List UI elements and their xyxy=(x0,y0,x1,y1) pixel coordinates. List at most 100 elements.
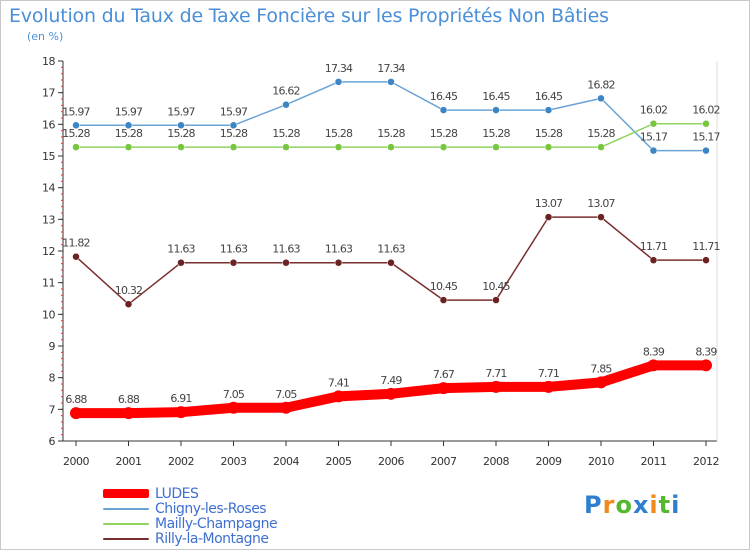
data-point xyxy=(177,121,185,130)
data-point xyxy=(334,258,343,267)
data-label: 13.07 xyxy=(587,197,615,210)
logo-letter: o xyxy=(615,491,633,519)
data-point xyxy=(177,143,185,151)
data-label: 10.45 xyxy=(482,280,510,293)
data-point xyxy=(280,401,292,414)
data-point xyxy=(282,100,290,109)
data-point xyxy=(387,143,395,151)
data-point xyxy=(649,146,658,155)
y-tick-label: 18 xyxy=(42,55,55,68)
data-label: 11.71 xyxy=(692,240,720,253)
y-tick-label: 13 xyxy=(42,213,55,226)
data-point xyxy=(229,121,238,130)
data-label: 16.45 xyxy=(430,90,458,103)
y-unit-label: (en %) xyxy=(27,30,64,43)
legend-label: Chigny-les-Roses xyxy=(155,500,267,517)
y-tick-label: 15 xyxy=(42,150,55,163)
data-label: 7.71 xyxy=(538,367,559,380)
data-label: 11.63 xyxy=(325,243,353,256)
legend-item: Mailly-Champagne xyxy=(103,516,278,532)
data-label: 13.07 xyxy=(535,197,563,210)
legend-swatch xyxy=(103,537,149,540)
data-point xyxy=(544,106,553,114)
data-point xyxy=(72,143,80,151)
data-point xyxy=(492,143,500,151)
data-point xyxy=(702,146,710,155)
data-label: 15.17 xyxy=(640,131,668,144)
data-point xyxy=(542,380,555,393)
data-label: 15.28 xyxy=(535,127,563,140)
chart-title: Evolution du Taux de Taxe Foncière sur l… xyxy=(9,5,609,27)
data-label: 7.41 xyxy=(328,376,349,389)
data-label: 7.85 xyxy=(590,362,612,375)
y-tick-label: 9 xyxy=(49,340,56,353)
data-label: 7.71 xyxy=(485,367,506,380)
legend-swatch xyxy=(103,522,149,525)
y-tick-label: 6 xyxy=(49,435,56,448)
data-point xyxy=(227,401,240,414)
data-point xyxy=(702,256,710,264)
data-point xyxy=(72,121,80,130)
data-label: 15.28 xyxy=(482,127,510,140)
data-point xyxy=(124,121,133,130)
data-label: 15.97 xyxy=(62,105,90,118)
data-point xyxy=(439,143,448,151)
data-point xyxy=(597,143,605,151)
x-tick-label: 2008 xyxy=(483,455,509,468)
data-point xyxy=(597,213,605,221)
data-label: 15.28 xyxy=(325,127,353,140)
data-point xyxy=(544,143,553,151)
data-point xyxy=(332,390,345,403)
data-point xyxy=(439,296,448,304)
x-tick-label: 2009 xyxy=(536,455,562,468)
data-label: 7.67 xyxy=(433,368,455,381)
data-label: 6.88 xyxy=(65,393,87,406)
legend-label: LUDES xyxy=(155,485,199,502)
data-point xyxy=(649,119,658,128)
legend-swatch xyxy=(103,489,149,498)
data-label: 11.63 xyxy=(220,243,248,256)
data-label: 16.82 xyxy=(587,78,615,91)
data-label: 15.28 xyxy=(220,127,248,140)
data-label: 16.02 xyxy=(692,104,720,117)
data-label: 7.05 xyxy=(223,388,245,401)
data-label: 16.45 xyxy=(535,90,563,103)
data-label: 15.28 xyxy=(115,127,143,140)
data-label: 16.02 xyxy=(640,104,668,117)
x-tick-label: 2007 xyxy=(431,455,457,468)
data-point xyxy=(122,407,135,420)
data-label: 15.17 xyxy=(692,131,720,144)
data-point xyxy=(387,258,395,267)
data-point xyxy=(177,258,185,267)
data-point xyxy=(437,382,450,395)
data-label: 16.62 xyxy=(272,85,300,98)
y-tick-label: 10 xyxy=(42,308,55,321)
data-label: 15.28 xyxy=(587,127,615,140)
data-label: 11.71 xyxy=(640,240,668,253)
data-point xyxy=(387,78,395,86)
data-point xyxy=(597,94,605,103)
data-label: 15.28 xyxy=(272,127,300,140)
data-label: 8.39 xyxy=(695,345,717,358)
data-label: 16.45 xyxy=(482,90,510,103)
data-point xyxy=(124,300,133,308)
x-tick-label: 2002 xyxy=(168,455,194,468)
data-label: 15.28 xyxy=(62,127,90,140)
y-tick-label: 11 xyxy=(42,277,55,290)
data-label: 11.63 xyxy=(167,243,195,256)
data-label: 11.63 xyxy=(377,243,405,256)
data-point xyxy=(385,387,397,400)
data-point xyxy=(544,213,553,221)
x-tick-label: 2000 xyxy=(63,455,89,468)
data-label: 10.45 xyxy=(430,280,458,293)
x-tick-label: 2012 xyxy=(693,455,719,468)
y-tick-label: 12 xyxy=(42,245,55,258)
y-tick-label: 8 xyxy=(49,372,56,385)
data-point xyxy=(282,258,290,267)
legend-item: Chigny-les-Roses xyxy=(103,500,277,517)
legend-item: Rilly-la-Montagne xyxy=(103,531,277,547)
legend-swatch xyxy=(103,507,149,510)
x-tick-label: 2005 xyxy=(326,455,352,468)
data-point xyxy=(334,78,343,86)
